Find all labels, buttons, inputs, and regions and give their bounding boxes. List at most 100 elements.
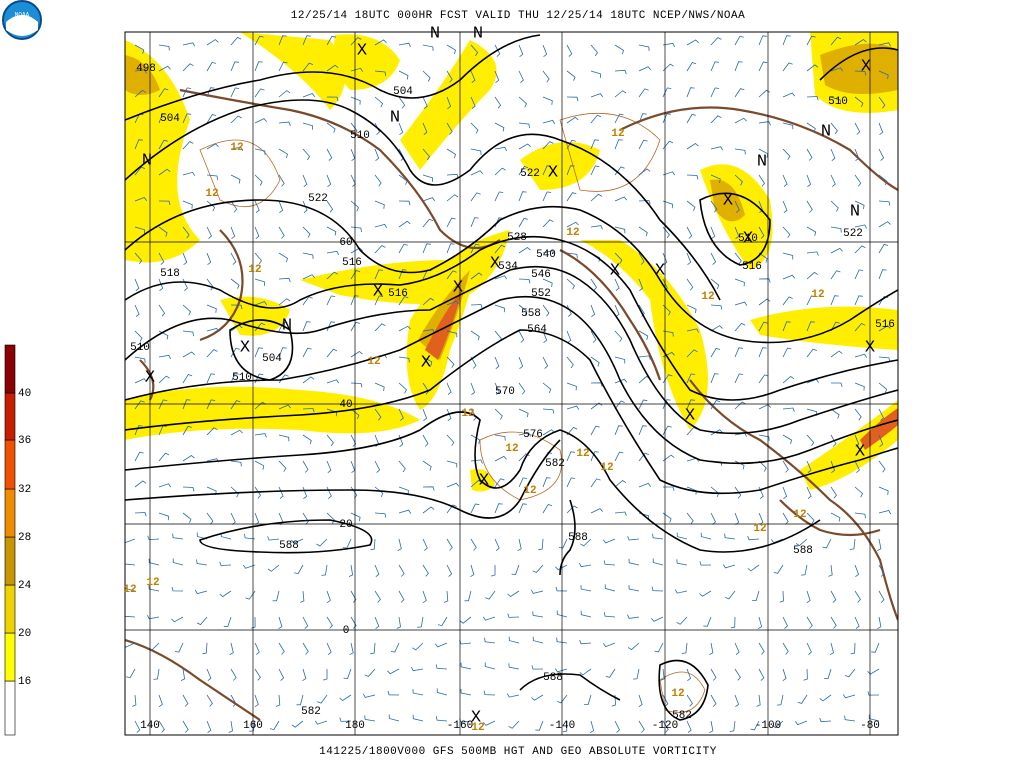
wind-barb: [134, 69, 147, 74]
wind-barb: [422, 486, 435, 491]
wind-barb: [446, 70, 453, 83]
wind-barb: [254, 460, 265, 470]
wind-barb: [782, 460, 789, 473]
wind-barbs: [125, 35, 892, 734]
wind-barb: [867, 691, 880, 696]
wind-barb: [782, 375, 795, 384]
wind-barb: [158, 304, 166, 317]
wind-barb: [230, 373, 239, 384]
pressure-center-symbol: X: [357, 41, 367, 60]
wind-barb: [470, 538, 477, 551]
colorbar-tick-label: 36: [18, 435, 31, 447]
wind-barb: [800, 564, 808, 576]
wind-barb: [196, 559, 208, 566]
wind-barb: [830, 486, 838, 499]
wind-barb: [254, 35, 264, 46]
height-label: 528: [507, 232, 527, 244]
wind-barb: [494, 503, 503, 514]
wind-barb: [614, 278, 620, 291]
wind-barb: [710, 347, 721, 358]
wind-barb: [412, 714, 424, 722]
wind-barb: [422, 590, 427, 604]
wind-barb: [878, 564, 885, 577]
wind-barb: [446, 217, 456, 228]
wind-barb: [242, 564, 256, 569]
logo-gull: [6, 15, 38, 36]
wind-barb: [782, 92, 796, 98]
colorbar-band: [4, 392, 16, 441]
wind-barb: [662, 399, 671, 410]
wind-barb: [806, 295, 816, 306]
wind-barb: [326, 64, 339, 72]
wind-barb: [206, 668, 212, 682]
wind-barb: [734, 301, 748, 306]
height-label: 552: [531, 288, 551, 300]
wind-barb: [518, 453, 530, 462]
wind-barb: [518, 96, 527, 108]
height-label: 518: [160, 268, 180, 280]
wind-barb: [321, 564, 328, 576]
wind-barb: [830, 36, 842, 46]
wind-barb: [435, 716, 448, 722]
wind-barb: [196, 616, 208, 626]
wind-barb: [878, 148, 885, 161]
wind-barb: [782, 321, 791, 332]
wind-barb: [709, 642, 714, 655]
wind-barb: [398, 408, 404, 421]
wind-barb: [278, 668, 285, 681]
pressure-center-symbol: N: [821, 122, 831, 141]
height-label: 546: [531, 269, 551, 281]
wind-barb: [350, 434, 357, 447]
wind-barb: [638, 694, 643, 708]
wind-barb: [542, 429, 555, 436]
wind-barb: [822, 538, 832, 549]
wind-barb: [686, 87, 695, 98]
wind-barb: [278, 277, 291, 283]
wind-barb: [506, 693, 520, 698]
wind-barb: [254, 174, 263, 186]
wind-barb: [806, 251, 819, 256]
wind-barb: [686, 226, 693, 239]
wind-barb: [830, 408, 840, 419]
wind-barb: [470, 503, 480, 514]
wind-barb: [782, 407, 795, 412]
wind-barb: [854, 486, 863, 498]
footer-title: 141225/1800V000 GFS 500MB HGT AND GEO AB…: [319, 746, 717, 758]
wind-barb: [494, 275, 508, 280]
wind-barb: [484, 662, 496, 670]
wind-barb: [470, 192, 481, 202]
wind-barb: [662, 63, 674, 72]
wind-barb: [878, 590, 885, 603]
wind-barb: [710, 668, 717, 681]
wind-barb: [511, 564, 520, 575]
wind-barb: [153, 668, 160, 680]
wind-barb: [734, 61, 743, 72]
wind-barb: [470, 217, 479, 228]
wind-barb: [854, 224, 867, 229]
wind-barb: [494, 44, 501, 57]
wind-barb: [830, 350, 843, 358]
wind-barb: [830, 174, 836, 187]
wind-barb: [710, 87, 720, 98]
height-label: 582: [672, 710, 692, 722]
wind-barb: [638, 88, 649, 98]
wind-barb: [223, 616, 232, 627]
wind-barb: [494, 382, 500, 395]
wind-barb: [734, 226, 740, 240]
wind-barb: [350, 590, 357, 603]
wind-barb: [710, 694, 717, 707]
wind-barb: [830, 321, 840, 332]
wind-barb: [662, 330, 674, 337]
wind-barb: [806, 642, 812, 655]
wind-barb: [566, 70, 576, 81]
wind-barb: [374, 616, 380, 630]
wind-barb: [830, 616, 837, 629]
wind-barb: [603, 612, 616, 618]
wind-barb: [518, 217, 528, 228]
colorbar-tick-label: 28: [18, 532, 31, 544]
vorticity-label: 12: [600, 462, 613, 474]
wind-barb: [374, 174, 382, 187]
wind-barb: [158, 512, 169, 521]
wind-barb: [566, 330, 572, 344]
wind-barb: [267, 536, 280, 541]
